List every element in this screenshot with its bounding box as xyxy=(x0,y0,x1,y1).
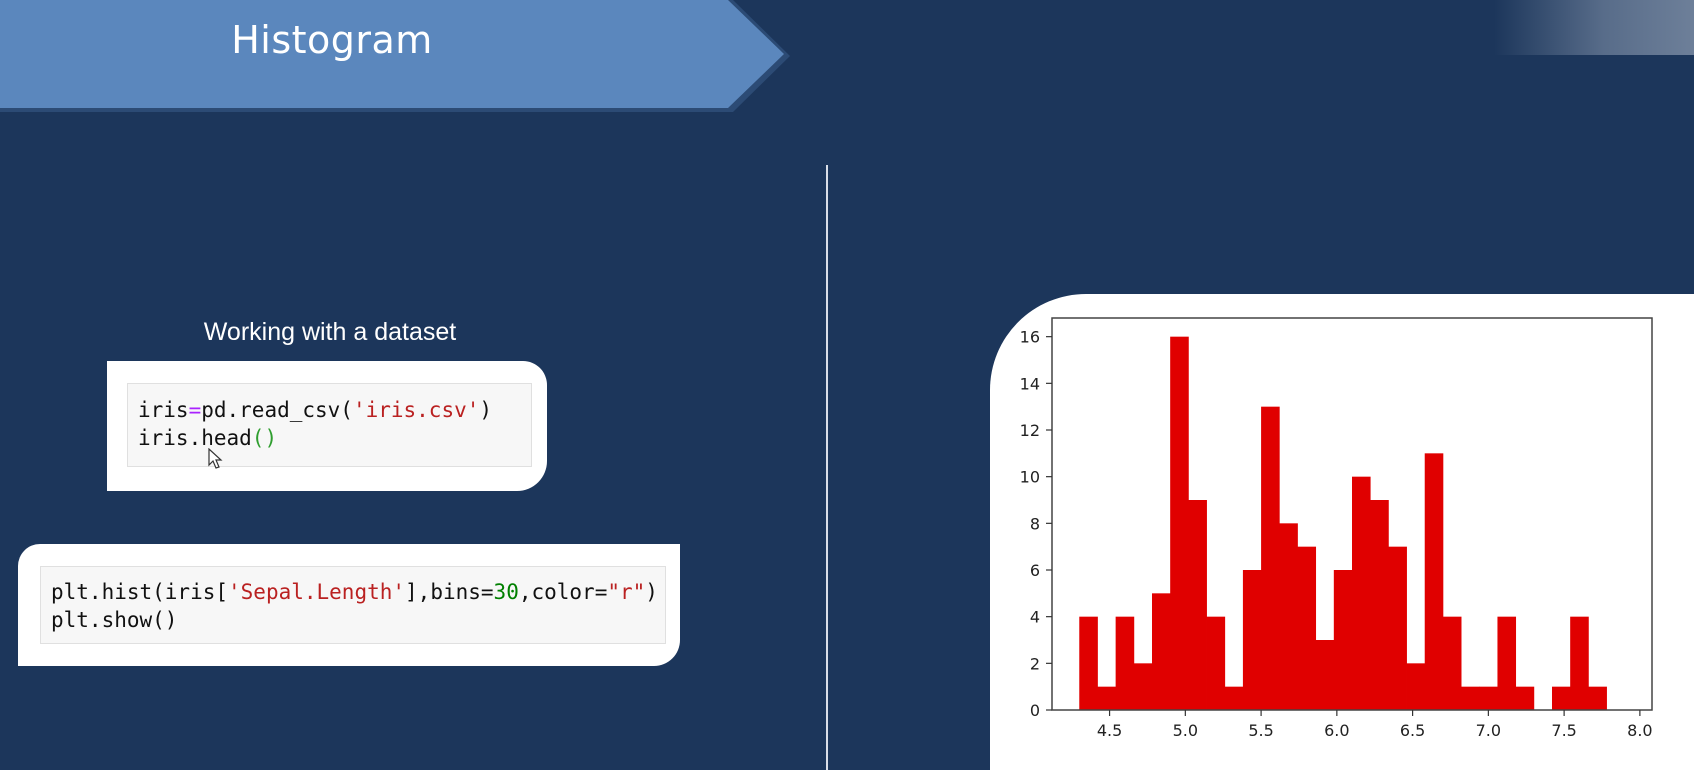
histogram-bar xyxy=(1479,686,1498,710)
x-tick-label: 7.5 xyxy=(1551,721,1576,740)
y-tick-label: 8 xyxy=(1030,514,1040,533)
x-tick-label: 8.0 xyxy=(1627,721,1652,740)
code-line: plt.show() xyxy=(51,606,655,634)
histogram-card: 0 2 4 6 8 10 12 14 16 4.5 5.0 5.5 6.0 6.5 7.0 7.5 8.0 xyxy=(990,294,1694,770)
code-token: 30 xyxy=(493,580,519,604)
histogram-bar xyxy=(1552,686,1571,710)
plot-frame xyxy=(1051,317,1653,711)
code-token: ) xyxy=(479,398,493,422)
histogram-bar xyxy=(1461,686,1480,710)
y-tick-label: 16 xyxy=(1020,328,1040,347)
histogram-bar xyxy=(1097,686,1117,710)
histogram-bar xyxy=(1242,570,1262,710)
y-tick-label: 6 xyxy=(1030,561,1040,580)
code-token: ,color= xyxy=(518,580,608,604)
histogram-bar xyxy=(1442,616,1462,710)
histogram-bar xyxy=(1152,593,1171,710)
histogram-bar xyxy=(1261,406,1280,710)
histogram-bar xyxy=(1406,663,1426,710)
histogram-bar xyxy=(1570,616,1589,710)
code-line: plt.hist(iris['Sepal.Length'],bins=30,co… xyxy=(51,578,658,606)
column-divider xyxy=(826,165,828,770)
histogram-bar xyxy=(1224,686,1244,710)
histogram-bar xyxy=(1115,616,1135,710)
code-token: iris.head xyxy=(138,426,252,450)
histogram-bar xyxy=(1170,336,1189,710)
code-token: 'iris.csv' xyxy=(352,398,480,422)
x-tick-label: 6.5 xyxy=(1400,721,1425,740)
code-token: () xyxy=(251,426,278,450)
histogram-bar xyxy=(1333,570,1353,710)
x-tick-label: 6.0 xyxy=(1324,721,1349,740)
histogram-chart: 0 2 4 6 8 10 12 14 16 4.5 5.0 5.5 6.0 6.5 7.0 7.5 8.0 xyxy=(1020,317,1653,740)
code-token: 'Sepal.Length' xyxy=(228,580,406,604)
histogram-bar xyxy=(1133,663,1153,710)
y-tick-label: 10 xyxy=(1020,468,1040,487)
code-token: pd.read_csv( xyxy=(201,398,353,422)
y-tick-label: 0 xyxy=(1030,701,1040,720)
histogram-bar xyxy=(1315,640,1335,710)
section-subtitle: Working with a dataset xyxy=(203,318,457,346)
x-tick-label: 5.0 xyxy=(1173,721,1198,740)
screen-glare xyxy=(1494,0,1694,55)
histogram-bar xyxy=(1279,523,1298,710)
title-ribbon: Histogram xyxy=(0,0,790,112)
y-tick-label: 2 xyxy=(1030,654,1040,673)
histogram-bar xyxy=(1388,546,1407,710)
histogram-bar xyxy=(1370,500,1389,710)
histogram-bar xyxy=(1588,686,1607,710)
code-token: "r" xyxy=(607,580,646,604)
code-line: iris=pd.read_csv('iris.csv') xyxy=(138,396,521,424)
code-token: iris xyxy=(138,398,189,422)
histogram-bar xyxy=(1079,616,1098,710)
ribbon-arrow-shape xyxy=(0,0,790,112)
code-cell[interactable]: iris=pd.read_csv('iris.csv') iris.head() xyxy=(127,383,532,467)
x-tick-label: 4.5 xyxy=(1097,721,1122,740)
histogram-bar xyxy=(1424,453,1444,710)
y-tick-label: 12 xyxy=(1020,421,1040,440)
code-token: ],bins= xyxy=(405,580,494,604)
histogram-bar xyxy=(1515,686,1535,710)
code-token: plt.hist(iris[ xyxy=(51,580,229,604)
x-tick-label: 7.0 xyxy=(1476,721,1501,740)
code-cell[interactable]: plt.hist(iris['Sepal.Length'],bins=30,co… xyxy=(40,566,666,644)
y-tick-label: 14 xyxy=(1020,374,1040,393)
histogram-bar xyxy=(1297,546,1317,710)
mouse-cursor-icon xyxy=(208,448,223,469)
histogram-bar xyxy=(1188,500,1207,710)
code-card-read-csv: iris=pd.read_csv('iris.csv') iris.head() xyxy=(107,361,547,491)
code-token: = xyxy=(188,398,202,422)
histogram-bar xyxy=(1352,476,1371,710)
y-tick-label: 4 xyxy=(1030,608,1040,627)
code-token: plt.show() xyxy=(51,608,178,632)
x-tick-label: 5.5 xyxy=(1248,721,1273,740)
code-token: ) xyxy=(645,580,658,604)
code-card-hist: plt.hist(iris['Sepal.Length'],bins=30,co… xyxy=(18,544,680,666)
histogram-bar xyxy=(1206,616,1226,710)
slide-title: Histogram xyxy=(231,18,433,62)
histogram-bar xyxy=(1497,616,1517,710)
code-line: iris.head() xyxy=(138,424,521,452)
